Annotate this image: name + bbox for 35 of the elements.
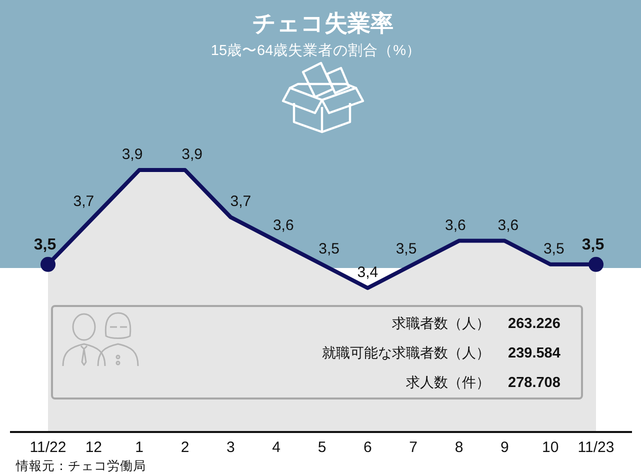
x-tick-label: 12 [85,439,102,456]
x-tick-label: 4 [272,439,281,456]
x-tick-label: 11/22 [30,439,66,456]
x-tick-label: 6 [363,439,372,456]
annotation: 239.584 [508,346,560,362]
data-label: 3,4 [357,264,378,281]
annotation: 求職者数（人） [392,315,490,331]
x-tick-label: 1 [135,439,144,456]
annotation: 求人数（件） [406,374,490,390]
data-label: 3,5 [318,240,340,258]
data-label: 3,6 [445,216,466,234]
x-tick-label: 11/23 [578,439,614,456]
data-label: 3,5 [396,240,417,258]
data-label: 3,6 [272,216,294,234]
x-tick-label: 7 [409,439,418,456]
data-label: 3,9 [182,146,203,163]
data-label: 3,9 [122,146,143,163]
annotation: 263.226 [508,316,560,332]
data-label: 3,6 [498,216,519,234]
x-tick-label: 9 [500,439,509,456]
annotation: 情報元：チェコ労働局 [15,459,146,473]
x-tick-label: 3 [226,439,235,456]
chart-subtitle: 15歳〜64歳失業者の割合（%） [210,42,422,59]
x-tick-label: 10 [542,439,559,456]
annotation: 就職可能な求職者数（人） [322,344,490,360]
data-label: 3,5 [34,236,56,254]
x-tick-label: 5 [318,439,326,456]
data-label: 3,5 [543,240,564,258]
x-tick-label: 8 [454,439,464,456]
data-label: 3,5 [582,236,604,254]
data-label: 3,7 [230,193,252,210]
x-tick-label: 2 [180,439,190,456]
chart-title: チェコ失業率 [252,10,394,36]
data-label: 3,7 [73,193,94,210]
annotation: 278.708 [508,375,560,391]
